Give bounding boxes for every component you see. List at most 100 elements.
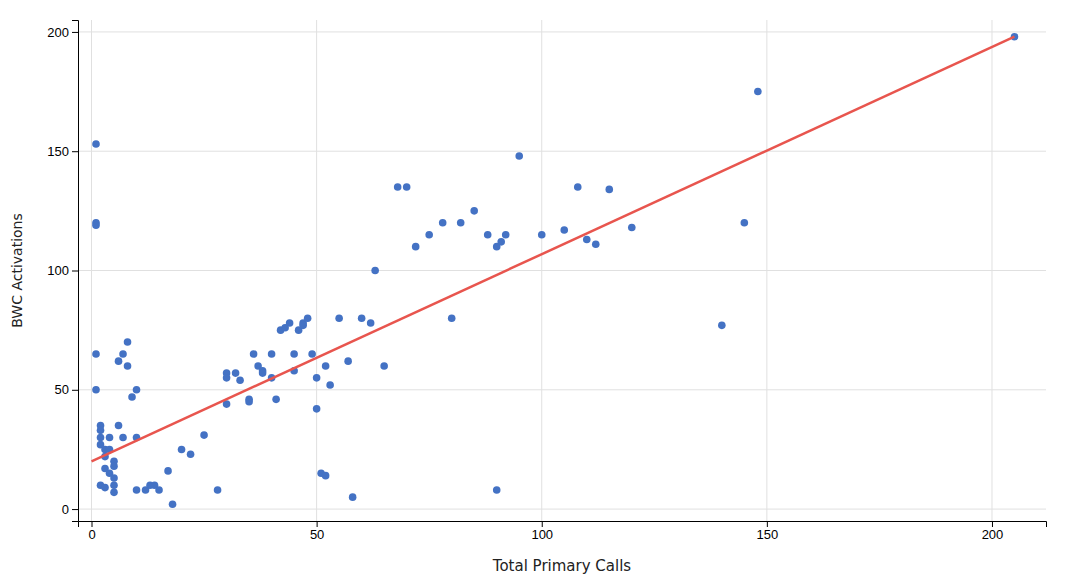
grid-line (78, 31, 1046, 32)
point (286, 319, 294, 327)
point (538, 231, 546, 239)
plot: 0 50 100 150 200 0 50 100 150 200 (47, 20, 1046, 542)
tick-mark (992, 521, 993, 527)
point (583, 236, 591, 244)
point (299, 322, 307, 330)
point (497, 238, 505, 246)
point (272, 396, 280, 404)
points (92, 33, 1018, 508)
point (155, 486, 163, 494)
point (322, 472, 330, 480)
grid-line (78, 270, 1046, 271)
point (718, 322, 726, 330)
point (115, 357, 123, 365)
regression-line (92, 37, 1015, 462)
point (484, 231, 492, 239)
y-axis: 0 50 100 150 200 (47, 21, 78, 522)
point (313, 405, 321, 413)
tick-mark (72, 32, 78, 33)
tick-label: 100 (47, 263, 69, 278)
tick-label: 200 (982, 527, 1004, 542)
tick-mark (767, 521, 768, 527)
point (250, 350, 258, 358)
tick: 150 (757, 521, 779, 542)
point (493, 486, 501, 494)
point (124, 338, 132, 346)
point (124, 362, 132, 370)
point (502, 231, 510, 239)
tick-label: 50 (55, 382, 69, 397)
point (110, 474, 118, 482)
tick: 100 (47, 263, 78, 278)
tick: 0 (88, 521, 95, 542)
grid (78, 20, 1046, 521)
tick-label: 200 (47, 25, 69, 40)
point (308, 350, 316, 358)
point (187, 450, 195, 458)
point (412, 243, 420, 251)
point (358, 314, 366, 322)
x-axis-title: Total Primary Calls (492, 557, 632, 575)
point (344, 357, 352, 365)
point (371, 267, 379, 275)
point (515, 152, 523, 160)
point (439, 219, 447, 227)
point (245, 398, 253, 406)
point (574, 183, 582, 191)
tick-label: 0 (88, 527, 95, 542)
point (97, 427, 105, 435)
tick-mark (317, 521, 318, 527)
point (313, 374, 321, 382)
point (605, 186, 613, 194)
tick-mark (542, 521, 543, 527)
tick-label: 50 (310, 527, 324, 542)
point (322, 362, 330, 370)
point (110, 489, 118, 497)
tick: 200 (47, 25, 78, 40)
point (214, 486, 222, 494)
point (115, 422, 123, 430)
tick-mark (72, 390, 78, 391)
point (119, 350, 127, 358)
point (304, 314, 312, 322)
point (457, 219, 465, 227)
point (628, 224, 636, 232)
point (403, 183, 411, 191)
point (133, 386, 141, 394)
tick-mark (72, 509, 78, 510)
grid-line (78, 389, 1046, 390)
point (290, 350, 298, 358)
tick-label: 0 (62, 502, 69, 517)
point (169, 501, 177, 509)
point (741, 219, 749, 227)
point (128, 393, 136, 401)
point (592, 240, 600, 248)
marks (92, 33, 1019, 508)
point (92, 386, 100, 394)
grid-line (78, 151, 1046, 152)
point (97, 434, 105, 442)
tick-mark (92, 521, 93, 527)
axis-line (79, 522, 1047, 528)
point (223, 374, 231, 382)
point (236, 376, 244, 384)
tick-label: 150 (47, 144, 69, 159)
tick: 50 (310, 521, 324, 542)
x-axis: 0 50 100 150 200 (79, 521, 1047, 542)
tick: 100 (531, 521, 553, 542)
tick: 150 (47, 144, 78, 159)
point (92, 140, 100, 148)
tick: 0 (62, 502, 78, 517)
y-axis-title: BWC Activations (9, 213, 25, 328)
tick-mark (72, 271, 78, 272)
point (425, 231, 433, 239)
point (335, 314, 343, 322)
point (754, 88, 762, 96)
point (110, 462, 118, 470)
axis-line (72, 21, 79, 522)
point (367, 319, 375, 327)
tick: 50 (55, 382, 78, 397)
point (448, 314, 456, 322)
point (178, 446, 186, 454)
tick-mark (72, 151, 78, 152)
